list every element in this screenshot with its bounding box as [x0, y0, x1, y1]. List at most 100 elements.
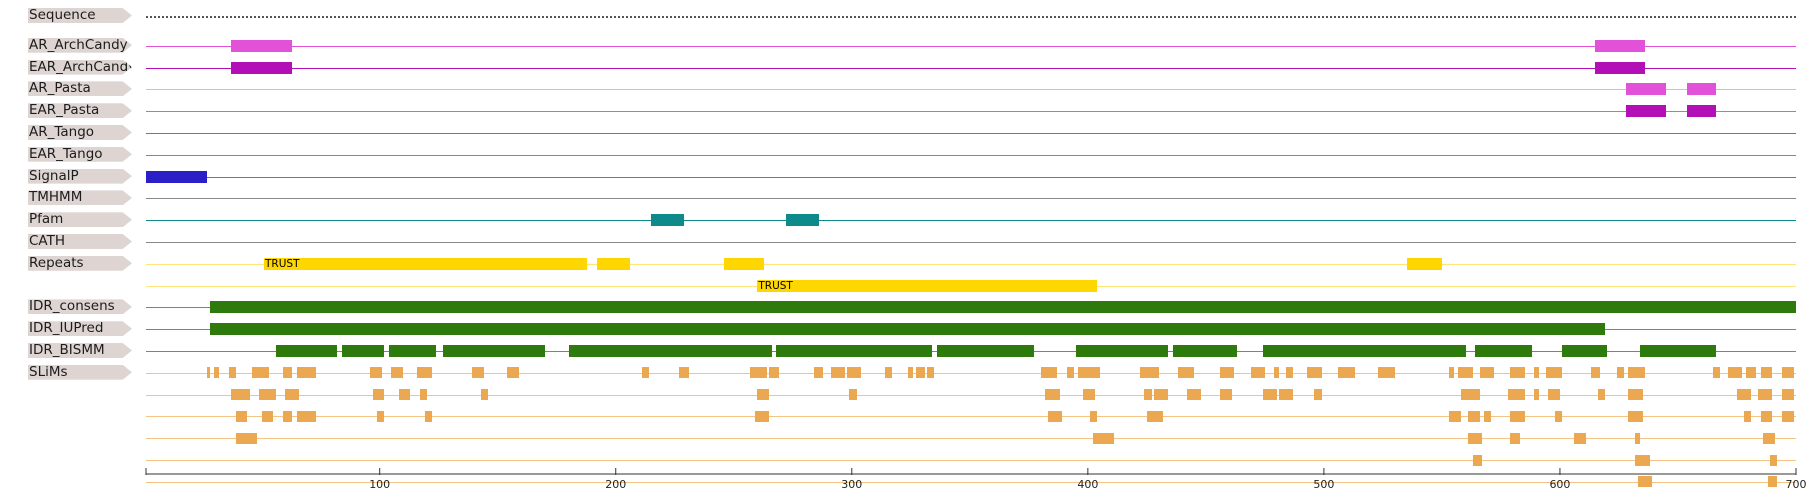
feature-slims[interactable]: [1510, 432, 1520, 444]
feature-slims[interactable]: [1762, 432, 1775, 444]
feature-slims[interactable]: [1746, 367, 1756, 379]
feature-slims[interactable]: [377, 410, 385, 422]
track-label-idr-iupred[interactable]: IDR_IUPred: [28, 321, 132, 337]
track-label-ear-archcandy[interactable]: EAR_ArchCandy: [28, 58, 137, 75]
track-label-idr-consens[interactable]: IDR_consens: [28, 299, 132, 315]
feature-slims[interactable]: [679, 367, 689, 379]
track-label-ar-pasta[interactable]: AR_Pasta: [28, 81, 132, 97]
feature-repeats[interactable]: [757, 279, 1098, 292]
feature-slims[interactable]: [927, 367, 935, 379]
feature-slims[interactable]: [1760, 410, 1773, 422]
feature-idr-bismm[interactable]: [568, 345, 772, 357]
feature-slims[interactable]: [1279, 389, 1294, 401]
feature-slims[interactable]: [1758, 389, 1773, 401]
feature-slims[interactable]: [1286, 367, 1294, 379]
feature-slims[interactable]: [1727, 367, 1742, 379]
feature-slims[interactable]: [1781, 410, 1794, 422]
feature-slims[interactable]: [1220, 367, 1235, 379]
feature-idr-bismm[interactable]: [1474, 345, 1532, 357]
feature-slims[interactable]: [1555, 410, 1563, 422]
feature-idr-bismm[interactable]: [341, 345, 385, 357]
feature-slims[interactable]: [755, 410, 770, 422]
feature-slims[interactable]: [1510, 410, 1525, 422]
feature-slims[interactable]: [1574, 432, 1586, 444]
feature-slims[interactable]: [641, 367, 649, 379]
feature-idr-consens[interactable]: [209, 301, 1796, 314]
feature-slims[interactable]: [1467, 410, 1480, 422]
feature-slims[interactable]: [908, 367, 914, 379]
feature-ar-pasta[interactable]: [1626, 83, 1667, 96]
feature-slims[interactable]: [1597, 389, 1605, 401]
feature-slims[interactable]: [228, 367, 236, 379]
track-label-signalp[interactable]: SignalP: [28, 168, 132, 184]
feature-slims[interactable]: [1472, 454, 1483, 466]
feature-ar-pasta[interactable]: [1687, 83, 1716, 96]
track-label-sequence[interactable]: Sequence: [28, 8, 132, 23]
feature-idr-bismm[interactable]: [1076, 345, 1169, 357]
feature-slims[interactable]: [282, 410, 293, 422]
feature-ar-archcandy[interactable]: [230, 39, 293, 52]
feature-slims[interactable]: [1040, 367, 1058, 379]
feature-slims[interactable]: [1146, 410, 1164, 422]
feature-slims[interactable]: [1460, 389, 1480, 401]
feature-pfam[interactable]: [785, 214, 819, 227]
feature-ear-archcandy[interactable]: [1595, 61, 1645, 74]
feature-slims[interactable]: [884, 367, 892, 379]
feature-signalp[interactable]: [146, 170, 208, 183]
feature-idr-bismm[interactable]: [1640, 345, 1716, 357]
feature-slims[interactable]: [849, 389, 857, 401]
track-label-repeats[interactable]: Repeats: [28, 255, 132, 271]
feature-slims[interactable]: [1545, 367, 1563, 379]
track-label-ear-tango[interactable]: EAR_Tango: [28, 146, 132, 162]
feature-slims[interactable]: [1177, 367, 1195, 379]
feature-idr-bismm[interactable]: [443, 345, 545, 357]
feature-slims[interactable]: [1533, 367, 1539, 379]
feature-slims[interactable]: [1338, 367, 1355, 379]
feature-slims[interactable]: [769, 367, 779, 379]
feature-slims[interactable]: [507, 367, 519, 379]
feature-slims[interactable]: [214, 367, 220, 379]
feature-slims[interactable]: [419, 389, 427, 401]
feature-slims[interactable]: [1083, 389, 1095, 401]
feature-slims[interactable]: [1781, 367, 1794, 379]
feature-slims[interactable]: [1590, 367, 1601, 379]
feature-slims[interactable]: [1628, 367, 1645, 379]
feature-slims[interactable]: [1078, 367, 1100, 379]
feature-slims[interactable]: [1153, 389, 1169, 401]
feature-slims[interactable]: [1736, 389, 1752, 401]
feature-ear-archcandy[interactable]: [230, 61, 293, 74]
feature-slims[interactable]: [1262, 389, 1277, 401]
feature-slims[interactable]: [1533, 389, 1539, 401]
feature-slims[interactable]: [370, 367, 383, 379]
feature-slims[interactable]: [297, 410, 316, 422]
feature-slims[interactable]: [1510, 367, 1525, 379]
feature-slims[interactable]: [1314, 389, 1322, 401]
feature-slims[interactable]: [1635, 432, 1641, 444]
feature-repeats[interactable]: [264, 257, 588, 270]
feature-slims[interactable]: [1770, 454, 1778, 466]
feature-idr-bismm[interactable]: [275, 345, 338, 357]
feature-slims[interactable]: [417, 367, 432, 379]
feature-slims[interactable]: [1548, 389, 1560, 401]
feature-slims[interactable]: [1616, 367, 1624, 379]
feature-slims[interactable]: [424, 410, 432, 422]
feature-slims[interactable]: [1744, 410, 1752, 422]
feature-slims[interactable]: [282, 367, 293, 379]
feature-slims[interactable]: [1449, 367, 1454, 379]
feature-slims[interactable]: [1635, 454, 1650, 466]
feature-repeats[interactable]: [596, 257, 630, 270]
track-label-ar-archcandy[interactable]: AR_ArchCandy: [28, 37, 132, 53]
feature-idr-iupred[interactable]: [209, 323, 1605, 336]
feature-slims[interactable]: [1274, 367, 1280, 379]
feature-idr-bismm[interactable]: [389, 345, 437, 357]
feature-slims[interactable]: [847, 367, 862, 379]
feature-slims[interactable]: [1713, 367, 1721, 379]
feature-slims[interactable]: [297, 367, 316, 379]
feature-slims[interactable]: [1186, 389, 1202, 401]
feature-idr-bismm[interactable]: [1172, 345, 1237, 357]
track-label-slims[interactable]: SLiMs: [28, 364, 132, 380]
feature-ear-pasta[interactable]: [1687, 105, 1716, 118]
feature-slims[interactable]: [261, 410, 274, 422]
track-label-ear-pasta[interactable]: EAR_Pasta: [28, 103, 132, 119]
feature-slims[interactable]: [757, 389, 770, 401]
